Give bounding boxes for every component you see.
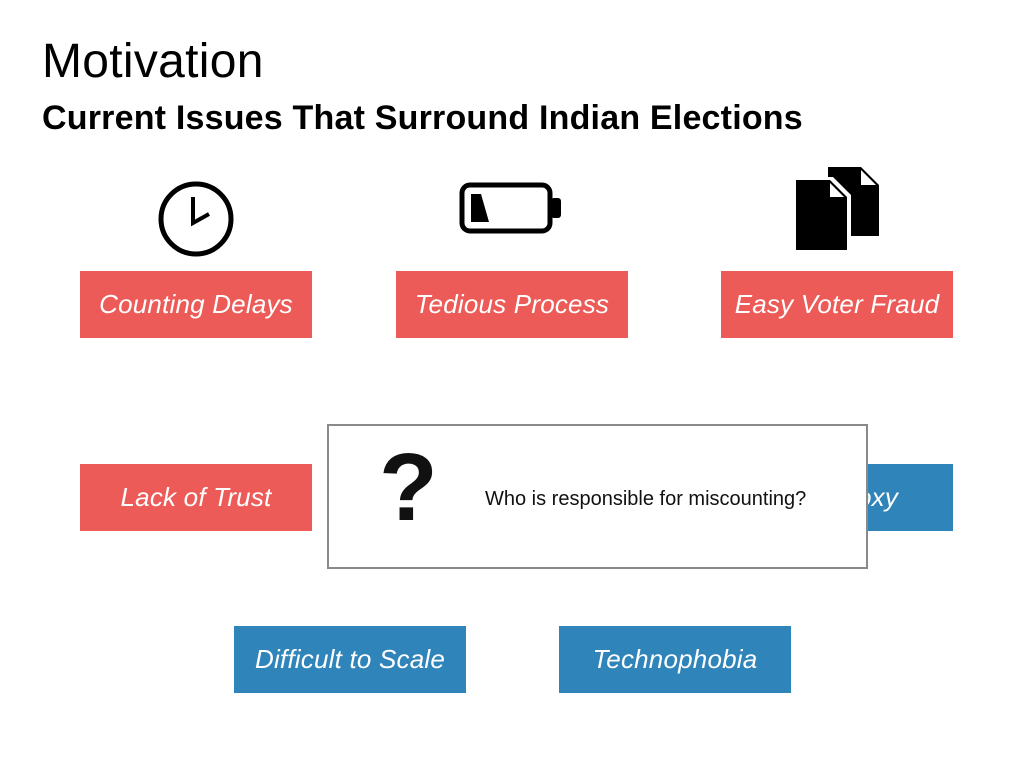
issue-label: Difficult to Scale (254, 644, 445, 674)
popover-text: Who is responsible for miscounting? (485, 488, 807, 510)
question-popover: ? Who is responsible for miscounting? (327, 424, 868, 569)
slide-subtitle: Current Issues That Surround Indian Elec… (42, 99, 803, 137)
issue-lack-of-trust: Lack of Trust (80, 464, 312, 531)
issue-label: Technophobia (592, 644, 758, 674)
question-mark-icon: ? (379, 434, 438, 541)
issue-tedious-process: Tedious Process (396, 271, 628, 338)
issue-label: Easy Voter Fraud (734, 289, 940, 319)
clock-icon (157, 180, 235, 258)
issue-label: Tedious Process (414, 289, 610, 319)
issue-label: Counting Delays (99, 289, 293, 319)
slide-title: Motivation (42, 35, 264, 88)
issue-easy-voter-fraud: Easy Voter Fraud (721, 271, 953, 338)
low-battery-icon (458, 181, 566, 235)
copy-documents-icon (795, 166, 881, 252)
issue-technophobia: Technophobia (559, 626, 791, 693)
issue-label: Lack of Trust (120, 482, 272, 512)
issue-counting-delays: Counting Delays (80, 271, 312, 338)
issue-difficult-to-scale: Difficult to Scale (234, 626, 466, 693)
